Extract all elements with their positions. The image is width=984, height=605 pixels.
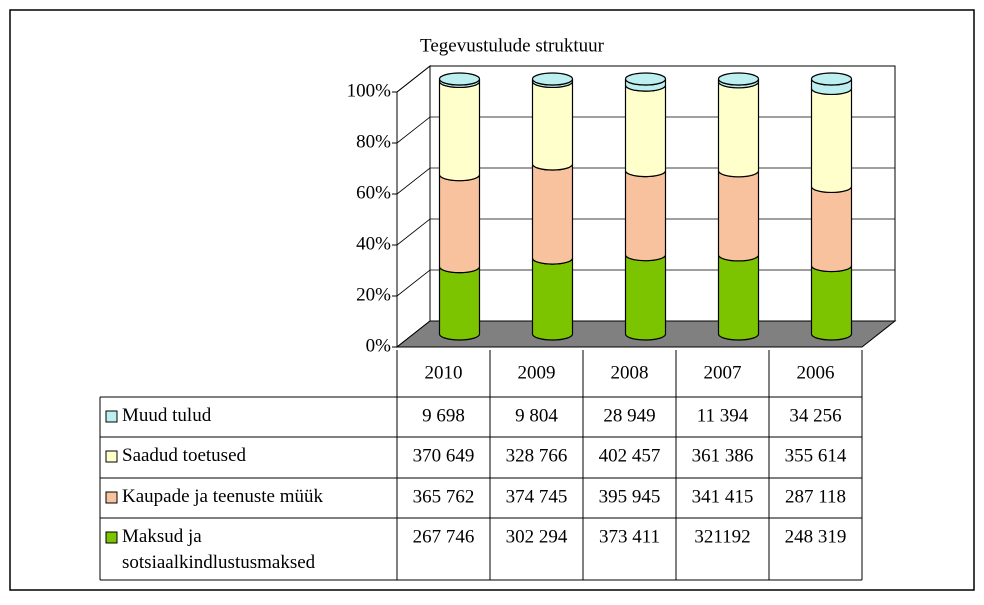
bar-segment bbox=[531, 81, 574, 171]
legend-label: Muud tulud bbox=[122, 405, 212, 426]
bar-segment bbox=[717, 81, 760, 178]
legend-label: Kaupade ja teenuste müük bbox=[122, 486, 324, 507]
data-label: 11 394 bbox=[697, 405, 749, 426]
data-label: 361 386 bbox=[692, 445, 754, 466]
side-wall bbox=[396, 64, 431, 349]
legend-label: Saadud toetused bbox=[122, 445, 247, 466]
bar-segment bbox=[810, 88, 853, 194]
legend-cell: Kaupade ja teenuste müük bbox=[122, 486, 324, 507]
data-label: 248 319 bbox=[785, 526, 847, 547]
data-label: 9 804 bbox=[515, 405, 558, 426]
bar-top bbox=[810, 72, 853, 86]
legend-key bbox=[105, 410, 118, 423]
bar-segment bbox=[810, 186, 853, 273]
bar-segment bbox=[717, 254, 760, 341]
y-tick-label: 0% bbox=[366, 335, 392, 356]
legend-cell: Saadud toetused bbox=[122, 445, 247, 466]
bar-segment bbox=[624, 84, 667, 178]
x-tick-label: 2007 bbox=[704, 362, 742, 383]
data-label: 402 457 bbox=[599, 445, 661, 466]
data-label: 373 411 bbox=[599, 526, 660, 547]
data-label: 370 649 bbox=[413, 445, 475, 466]
legend-key bbox=[105, 491, 118, 504]
y-tick-label: 20% bbox=[356, 284, 391, 305]
bar-top bbox=[717, 72, 760, 86]
data-label: 355 614 bbox=[785, 445, 847, 466]
data-label: 302 294 bbox=[506, 526, 568, 547]
bar-segment bbox=[531, 257, 574, 341]
bar-segment bbox=[438, 266, 481, 341]
data-label: 9 698 bbox=[422, 405, 465, 426]
data-label: 267 746 bbox=[413, 526, 475, 547]
bar-top bbox=[624, 72, 667, 86]
bar-segment bbox=[438, 174, 481, 274]
y-tick-label: 40% bbox=[356, 233, 391, 254]
legend-label: Maksud ja sotsiaalkindlustusmaksed bbox=[122, 526, 316, 573]
data-label: 28 949 bbox=[603, 405, 655, 426]
bar-segment bbox=[624, 170, 667, 262]
x-tick-label: 2006 bbox=[797, 362, 835, 383]
y-tick-label: 100% bbox=[347, 80, 392, 101]
data-label: 34 256 bbox=[789, 405, 841, 426]
x-tick-label: 2010 bbox=[425, 362, 463, 383]
bar-top bbox=[438, 72, 481, 86]
x-tick-label: 2008 bbox=[611, 362, 649, 383]
bar-segment bbox=[717, 170, 760, 262]
data-label: 341 415 bbox=[692, 486, 754, 507]
data-label: 365 762 bbox=[413, 486, 475, 507]
chart-title: Tegevustulude struktuur bbox=[420, 35, 605, 56]
bar-segment bbox=[438, 81, 481, 182]
grid-line bbox=[396, 65, 895, 93]
legend-key bbox=[105, 531, 118, 544]
bar-top bbox=[531, 72, 574, 86]
x-tick-label: 2009 bbox=[518, 362, 556, 383]
legend-cell: Muud tulud bbox=[122, 405, 212, 426]
data-label: 374 745 bbox=[506, 486, 568, 507]
bar-segment bbox=[624, 254, 667, 341]
y-tick-label: 60% bbox=[356, 182, 391, 203]
legend-key bbox=[105, 450, 118, 463]
data-label: 395 945 bbox=[599, 486, 661, 507]
data-label: 287 118 bbox=[785, 486, 846, 507]
bar-segment bbox=[531, 163, 574, 265]
bar-segment bbox=[810, 265, 853, 341]
data-label: 321192 bbox=[694, 526, 750, 547]
y-tick-label: 80% bbox=[356, 131, 391, 152]
data-label: 328 766 bbox=[506, 445, 568, 466]
legend-cell: Maksud ja sotsiaalkindlustusmaksed bbox=[122, 526, 316, 573]
